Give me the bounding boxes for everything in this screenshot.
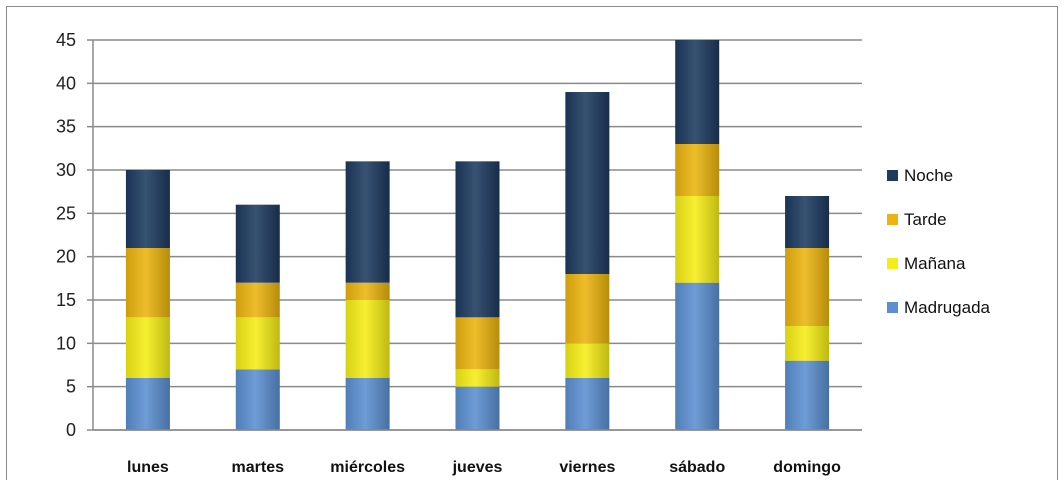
y-tick-label: 45 — [56, 30, 76, 50]
bar-segment-madrugada-0 — [125, 378, 170, 430]
bar-segment-madrugada-5 — [675, 282, 720, 430]
bars — [125, 40, 830, 430]
bar-segment-noche-0 — [125, 170, 170, 248]
x-tick-label: martes — [232, 459, 285, 476]
bar-segment-noche-5 — [675, 40, 720, 144]
y-tick-label: 20 — [56, 247, 76, 267]
x-tick-label: lunes — [127, 459, 169, 476]
bar-segment-ma-ana-3 — [455, 369, 500, 387]
bar-segment-tarde-5 — [675, 144, 720, 196]
bar-segment-tarde-1 — [235, 282, 280, 318]
bar-segment-ma-ana-4 — [565, 343, 610, 378]
legend-label: Tarde — [904, 210, 947, 229]
x-tick-label: viernes — [559, 459, 615, 476]
legend: Noche Tarde Mañana Madrugada — [887, 166, 991, 317]
legend-swatch — [887, 258, 898, 269]
bar-segment-madrugada-1 — [235, 369, 280, 430]
bar-segment-tarde-0 — [125, 248, 170, 318]
bar-segment-tarde-4 — [565, 274, 610, 344]
x-tick-label: miércoles — [330, 459, 405, 476]
bar-segment-noche-1 — [235, 204, 280, 283]
x-tick-label: jueves — [452, 459, 503, 476]
bar-segment-ma-ana-6 — [785, 326, 830, 361]
legend-swatch — [887, 170, 898, 181]
legend-swatch — [887, 214, 898, 225]
y-tick-label: 10 — [56, 333, 76, 353]
bar-segment-ma-ana-5 — [675, 196, 720, 283]
x-tick-label: sábado — [669, 459, 725, 476]
bar-segment-noche-3 — [455, 161, 500, 318]
y-tick-label: 5 — [66, 377, 76, 397]
legend-swatch — [887, 302, 898, 313]
bar-segment-noche-6 — [785, 196, 830, 248]
bar-segment-ma-ana-1 — [235, 317, 280, 370]
bar-segment-madrugada-4 — [565, 378, 610, 430]
y-tick-label: 30 — [56, 160, 76, 180]
y-tick-label: 35 — [56, 117, 76, 137]
bar-segment-madrugada-6 — [785, 360, 830, 430]
chart-frame — [6, 6, 1058, 480]
legend-label: Mañana — [904, 254, 966, 273]
bar-segment-tarde-2 — [345, 282, 390, 300]
bar-segment-tarde-3 — [455, 317, 500, 370]
bar-segment-tarde-6 — [785, 248, 830, 326]
legend-label: Noche — [904, 166, 953, 185]
bar-segment-noche-2 — [345, 161, 390, 283]
y-tick-label: 0 — [66, 420, 76, 440]
legend-label: Madrugada — [904, 298, 991, 317]
x-tick-label: domingo — [773, 459, 841, 476]
bar-segment-noche-4 — [565, 92, 610, 274]
y-tick-label: 25 — [56, 203, 76, 223]
bar-segment-ma-ana-2 — [345, 300, 390, 378]
bar-segment-madrugada-2 — [345, 378, 390, 430]
y-tick-label: 40 — [56, 73, 76, 93]
bar-segment-ma-ana-0 — [125, 317, 170, 378]
bar-segment-madrugada-3 — [455, 386, 500, 430]
y-tick-label: 15 — [56, 290, 76, 310]
